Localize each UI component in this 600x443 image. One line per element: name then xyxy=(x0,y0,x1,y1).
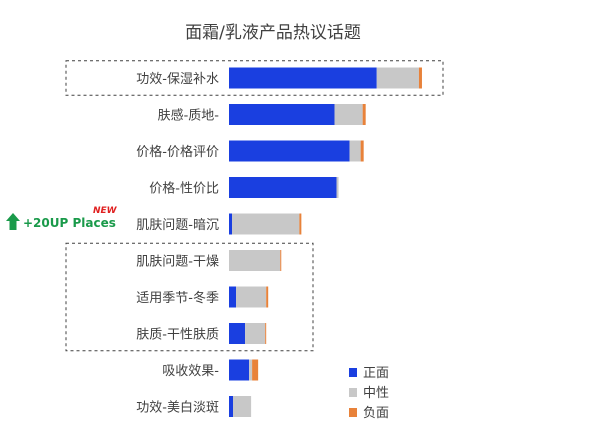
annotation-text: +20UP Places xyxy=(23,216,116,230)
category-label: 肌肤问题-暗沉 xyxy=(136,218,219,233)
bar-segment xyxy=(362,104,366,125)
bar-segment xyxy=(229,396,234,417)
category-label: 适用季节-冬季 xyxy=(136,290,219,306)
bar-segment xyxy=(229,177,337,198)
bar-segment xyxy=(360,140,364,162)
bar-segment xyxy=(266,286,269,308)
legend-swatch xyxy=(349,408,357,417)
legend-label: 正面 xyxy=(363,366,389,381)
category-label: 功效-美白淡斑 xyxy=(136,400,219,416)
bar-segment xyxy=(252,359,259,381)
bar-segment xyxy=(349,140,361,162)
category-label: 功效-保湿补水 xyxy=(136,72,219,87)
bar-segment xyxy=(229,67,377,89)
bar-segment xyxy=(249,359,253,381)
bar-segment xyxy=(236,286,267,308)
bar-segment xyxy=(233,396,252,417)
bar-segment xyxy=(245,323,266,344)
category-label: 肌肤问题-干燥 xyxy=(136,255,219,270)
bar-segment xyxy=(229,323,246,344)
bar-segment xyxy=(229,359,250,381)
bar-segment xyxy=(229,104,335,125)
legend-label: 中性 xyxy=(363,386,389,401)
category-label: 价格-价格评价 xyxy=(136,144,219,160)
category-label: 吸收效果- xyxy=(162,364,219,379)
bar-segment xyxy=(229,250,281,271)
bar-segment xyxy=(232,213,300,235)
category-label: 肤质-干性肤质 xyxy=(136,328,219,343)
category-label: 肤感-质地- xyxy=(158,108,220,124)
legend-swatch xyxy=(349,388,357,397)
highlight-box xyxy=(65,242,314,352)
bar-segment xyxy=(229,140,350,162)
up-arrow-icon xyxy=(6,213,20,230)
highlight-box xyxy=(65,60,444,96)
bar-segment xyxy=(336,177,339,198)
legend-swatch xyxy=(349,368,357,377)
bar-segment xyxy=(229,286,237,308)
bar-segment xyxy=(265,323,267,344)
bar-segment xyxy=(299,213,302,235)
bar-segment xyxy=(280,250,282,271)
bar-segment xyxy=(418,67,422,89)
bar-segment xyxy=(229,213,233,235)
legend-label: 负面 xyxy=(363,406,389,421)
bars xyxy=(229,67,422,417)
bar-segment xyxy=(376,67,419,89)
category-label: 价格-性价比 xyxy=(149,181,219,197)
chart-title: 面霜/乳液产品热议话题 xyxy=(185,23,361,43)
bar-segment xyxy=(334,104,363,125)
highlight-boxes xyxy=(65,60,444,352)
new-badge: NEW xyxy=(93,206,118,216)
